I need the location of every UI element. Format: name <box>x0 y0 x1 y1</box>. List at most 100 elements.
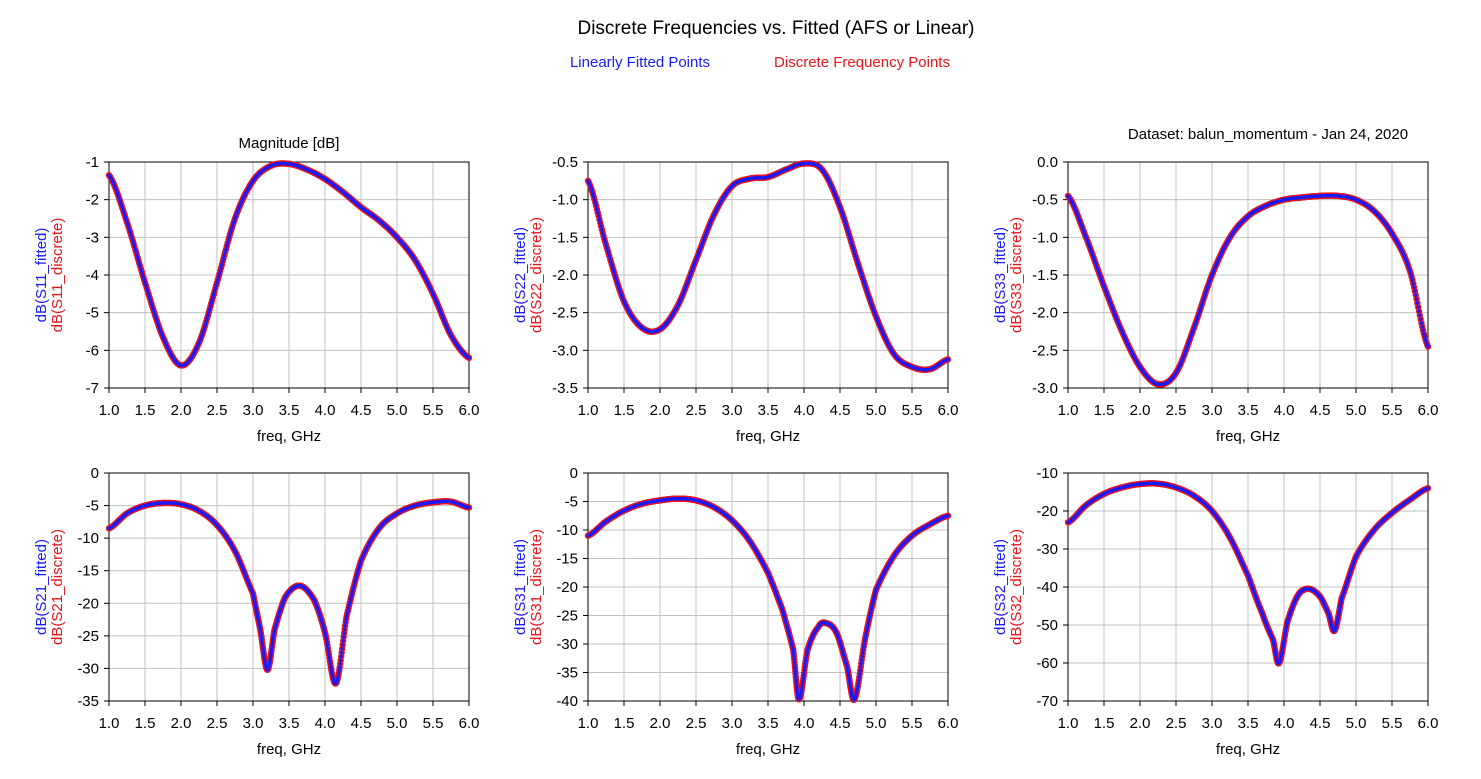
fitted-point <box>203 324 207 329</box>
fitted-point <box>853 251 857 256</box>
y-tick-label: -25 <box>556 608 578 625</box>
x-tick-label: 3.0 <box>722 402 743 419</box>
fitted-point <box>1423 335 1427 339</box>
fitted-point <box>224 247 228 251</box>
fitted-point <box>599 224 603 228</box>
x-tick-label: 3.0 <box>1202 402 1223 419</box>
fitted-point <box>129 233 133 237</box>
fitted-point <box>203 322 208 326</box>
x-tick-label: 4.5 <box>830 715 851 732</box>
x-tick-label: 2.0 <box>1130 402 1151 419</box>
fitted-point <box>342 627 347 632</box>
fitted-point <box>1426 344 1430 349</box>
fitted-point <box>590 189 594 193</box>
fitted-point <box>601 234 606 238</box>
y-axis-label-fitted: dB(S11_fitted) <box>33 228 50 323</box>
fitted-point <box>216 277 220 282</box>
fitted-point <box>138 264 142 268</box>
x-tick-label: 5.0 <box>1346 402 1367 419</box>
fitted-point <box>605 245 609 250</box>
fitted-point <box>229 229 233 234</box>
fitted-point <box>853 254 858 258</box>
x-tick-label: 6.0 <box>1418 402 1439 419</box>
fitted-point <box>144 283 148 287</box>
fitted-point <box>856 684 860 689</box>
fitted-point <box>1409 275 1414 279</box>
fitted-point <box>147 294 151 298</box>
x-axis-label: freq, GHz <box>257 741 321 758</box>
fitted-point <box>326 646 330 651</box>
x-tick-label: 3.5 <box>1238 402 1259 419</box>
fitted-point <box>149 302 154 306</box>
fitted-point <box>596 210 600 215</box>
x-tick-label: 2.5 <box>1166 402 1187 419</box>
y-tick-label: -1.0 <box>552 192 578 209</box>
subplot-2: 1.0 1.5 2.0 2.5 3.0 3.5 4.0 4.5 5.0 5.5 6.0-3.5-3.… <box>512 154 958 445</box>
y-tick-label: -10 <box>556 522 578 539</box>
fitted-point <box>604 243 608 247</box>
x-tick-label: 5.5 <box>423 402 444 419</box>
fitted-point <box>850 243 854 248</box>
x-tick-label: 5.5 <box>902 715 923 732</box>
x-axis-label: freq, GHz <box>1216 428 1280 445</box>
y-tick-label: -1 <box>86 154 99 171</box>
fitted-point <box>343 620 348 625</box>
fitted-point <box>206 313 210 317</box>
fitted-point <box>793 663 797 667</box>
fitted-point <box>210 298 214 302</box>
fitted-point <box>227 235 231 239</box>
fitted-point <box>219 266 223 270</box>
x-tick-label: 2.0 <box>171 715 192 732</box>
fitted-point <box>149 299 153 303</box>
fitted-point <box>854 256 859 261</box>
fitted-point <box>217 272 222 276</box>
x-tick-label: 2.5 <box>686 402 707 419</box>
x-tick-label: 2.5 <box>207 715 228 732</box>
fitted-point <box>329 665 333 669</box>
fitted-point <box>205 316 209 320</box>
fitted-point <box>338 662 342 666</box>
y-tick-label: -15 <box>77 563 99 580</box>
y-tick-label: -4 <box>86 267 99 284</box>
y-tick-label: -0.5 <box>552 154 578 171</box>
fitted-point <box>216 275 221 279</box>
fitted-point <box>143 280 147 285</box>
x-tick-label: 5.0 <box>387 715 408 732</box>
y-tick-label: -3 <box>86 229 99 246</box>
fitted-point <box>801 680 805 684</box>
x-tick-label: 5.5 <box>902 402 923 419</box>
fitted-point <box>1420 325 1424 329</box>
fitted-point <box>802 671 806 675</box>
x-tick-label: 1.5 <box>614 402 635 419</box>
fitted-point <box>852 249 856 253</box>
fitted-point <box>844 224 849 229</box>
x-tick-label: 5.0 <box>387 402 408 419</box>
fitted-point <box>600 227 604 232</box>
fitted-point <box>592 198 597 202</box>
fitted-point <box>141 275 146 279</box>
x-tick-label: 3.5 <box>758 715 779 732</box>
fitted-point <box>211 295 215 299</box>
x-tick-label: 6.0 <box>459 715 480 732</box>
fitted-point <box>134 250 138 254</box>
fitted-point <box>467 505 471 510</box>
fitted-point <box>597 217 602 222</box>
fitted-point <box>794 675 798 679</box>
fitted-point <box>846 230 850 234</box>
legend-fitted: Linearly Fitted Points <box>570 54 710 71</box>
subplot-3: 1.0 1.5 2.0 2.5 3.0 3.5 4.0 4.5 5.0 5.5 6.0-3.0-2.… <box>992 154 1438 445</box>
x-tick-label: 5.0 <box>866 402 887 419</box>
plot-frame <box>587 161 949 389</box>
fitted-point <box>221 259 225 264</box>
fitted-point <box>801 674 806 678</box>
fitted-point <box>150 304 155 309</box>
x-tick-label: 1.0 <box>99 402 120 419</box>
fitted-point <box>132 244 137 248</box>
fitted-point <box>136 258 141 263</box>
x-tick-label: 3.5 <box>279 715 300 732</box>
fitted-point <box>339 658 343 662</box>
fitted-point <box>212 289 217 293</box>
fitted-point <box>607 254 611 258</box>
fitted-point <box>220 262 224 267</box>
